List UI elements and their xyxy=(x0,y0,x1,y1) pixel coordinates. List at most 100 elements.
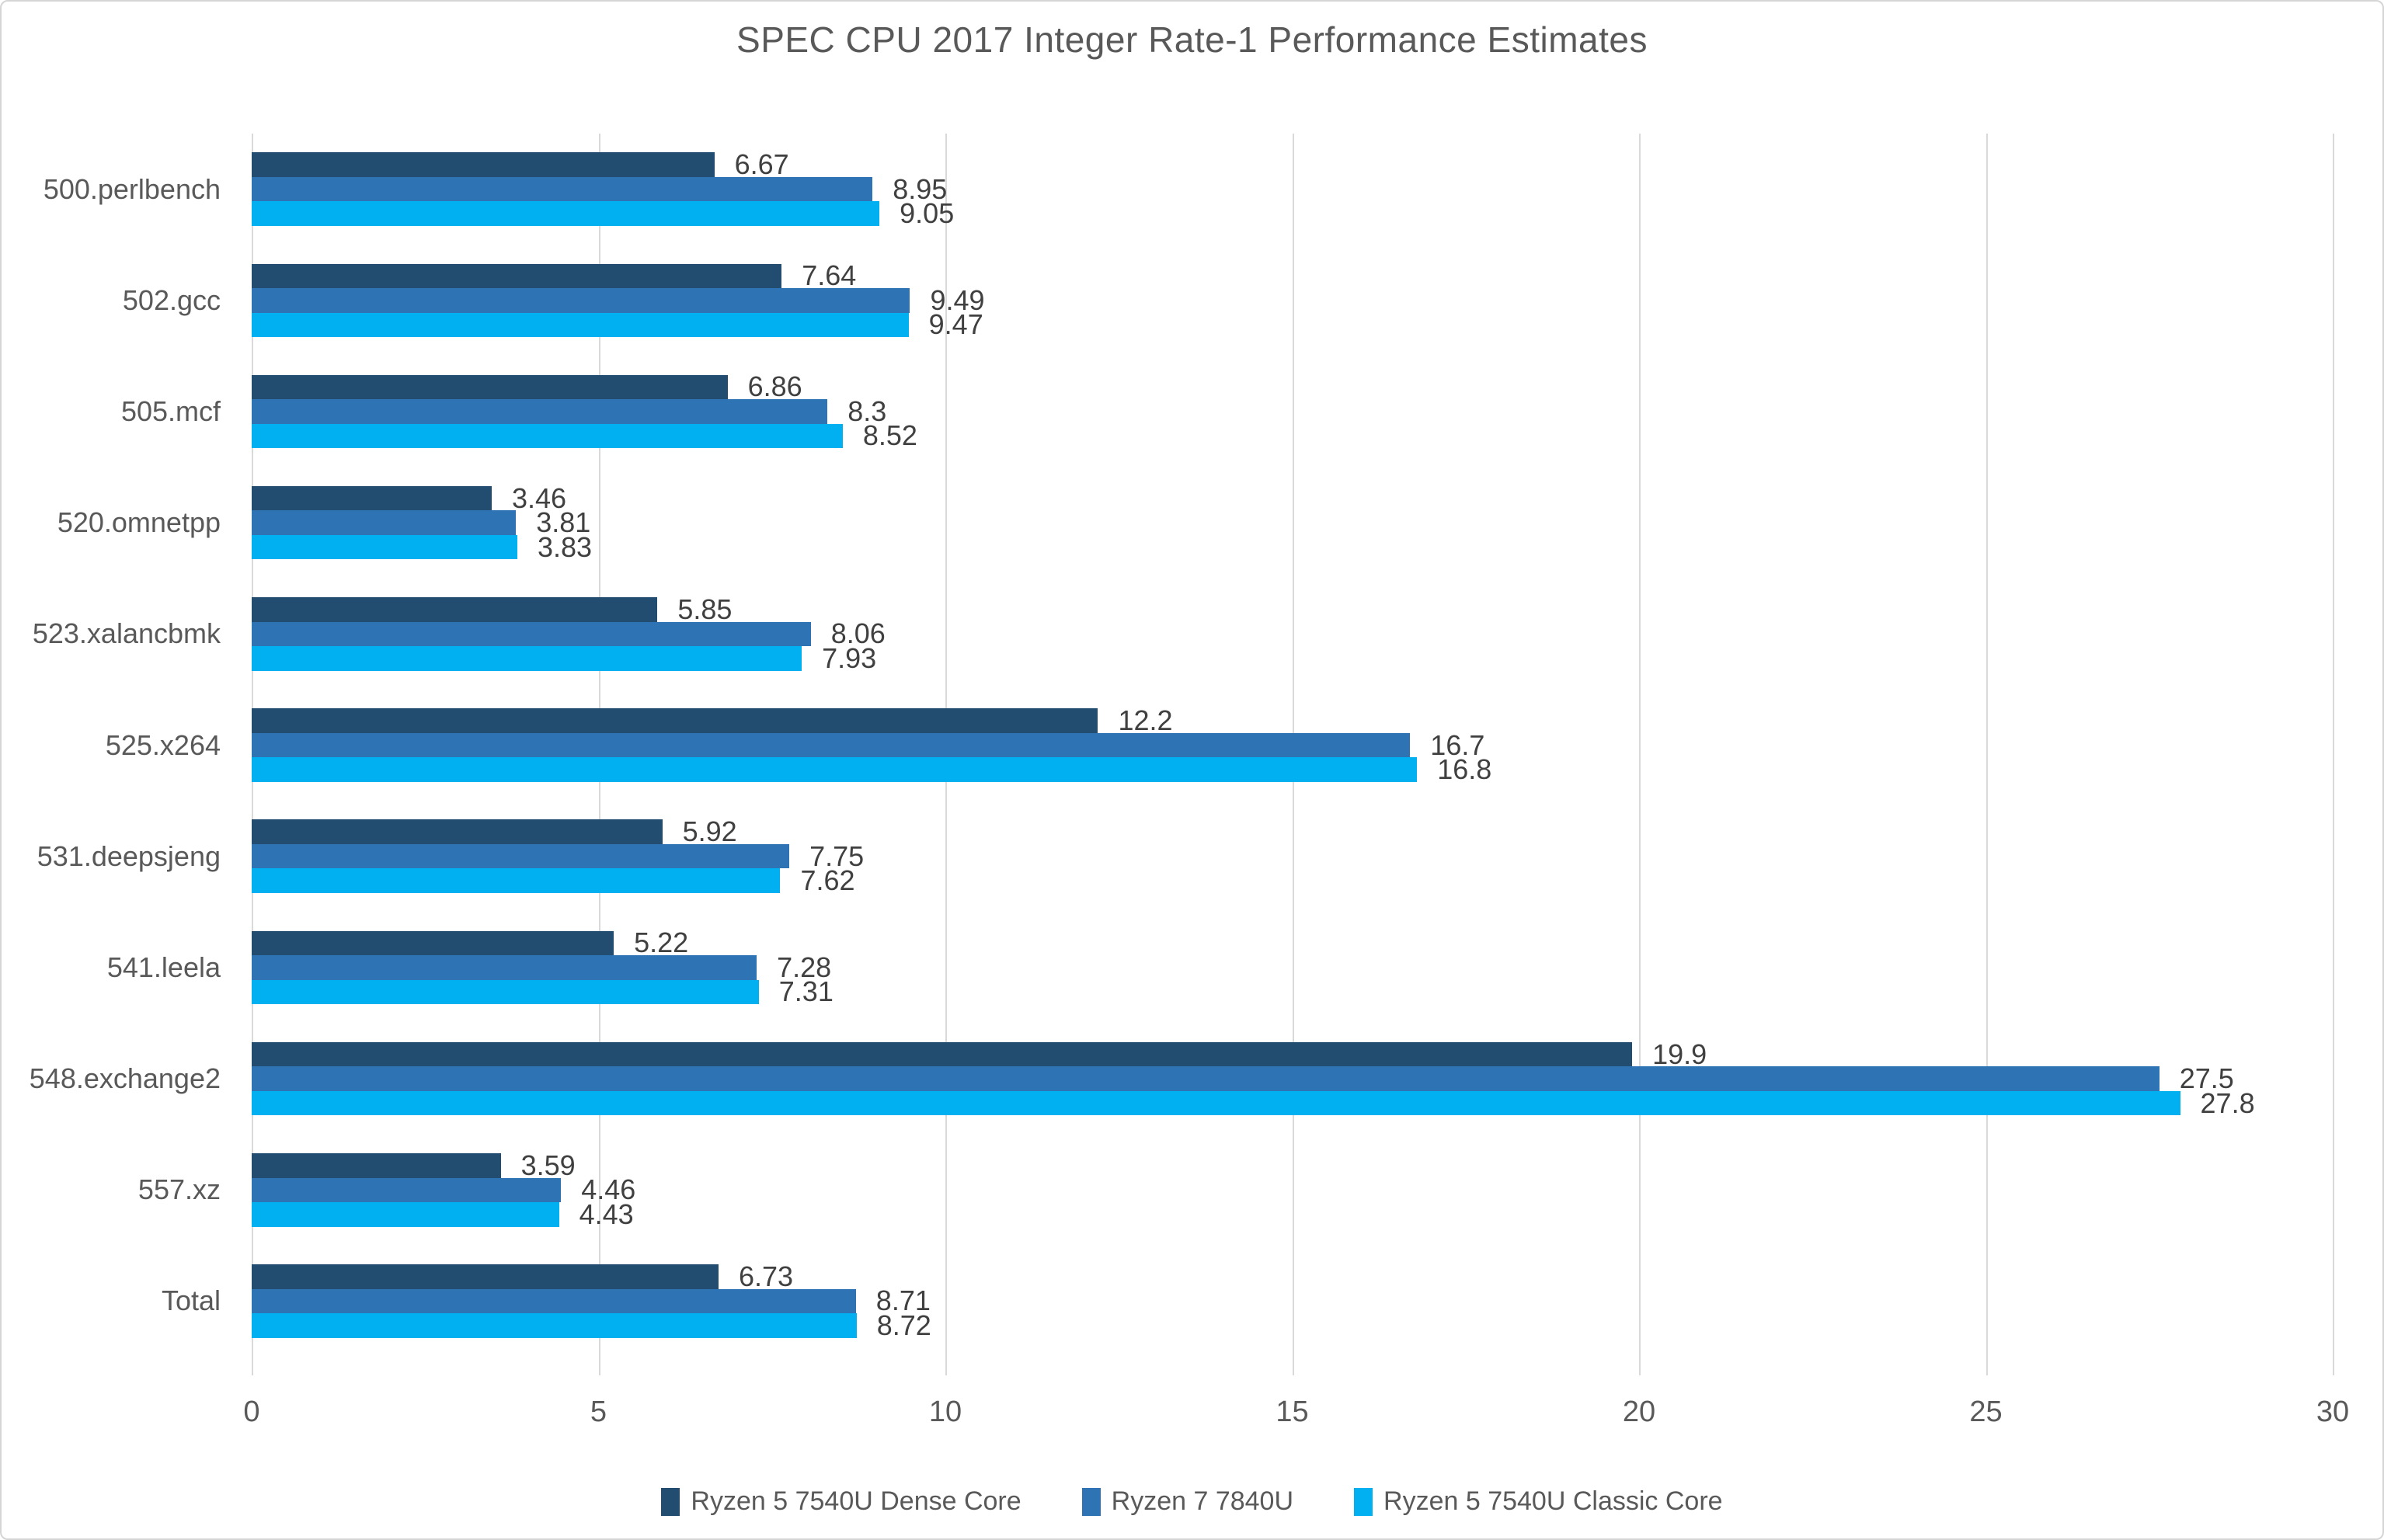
x-tick-label: 10 xyxy=(928,1396,962,1428)
category-row: 502.gcc 7.64 9.49 9.47 xyxy=(123,245,2333,356)
x-tick-label: 20 xyxy=(1622,1396,1656,1428)
bar-line: 4.46 xyxy=(252,1173,2333,1205)
data-label: 7.31 xyxy=(778,975,834,1008)
bar xyxy=(252,423,843,449)
data-label: 8.72 xyxy=(876,1309,931,1341)
legend-item: Ryzen 5 7540U Classic Core xyxy=(1354,1486,1723,1517)
data-label: 7.64 xyxy=(802,259,857,292)
bar-line: 12.2 xyxy=(252,704,2333,736)
bar xyxy=(252,646,802,671)
bar xyxy=(252,1288,856,1314)
data-label: 6.67 xyxy=(734,148,789,181)
legend-marker-icon xyxy=(1354,1487,1373,1516)
bar-line: 19.9 xyxy=(252,1038,2333,1070)
bar xyxy=(252,263,782,289)
data-label: 3.59 xyxy=(520,1149,576,1181)
bar-line: 8.3 xyxy=(252,395,2333,427)
category-label: 531.deepsjeng xyxy=(37,840,221,872)
bar xyxy=(252,1264,719,1289)
bar xyxy=(252,757,1418,782)
bar xyxy=(252,732,1411,758)
data-label: 8.95 xyxy=(893,172,948,205)
category-label: 541.leela xyxy=(106,951,221,983)
data-label: 5.22 xyxy=(634,926,689,959)
legend: Ryzen 5 7540U Dense Core Ryzen 7 7840U Ryz… xyxy=(2,1486,2382,1517)
bar xyxy=(252,1177,562,1203)
bar-line: 3.59 xyxy=(252,1149,2333,1181)
bar-line: 6.73 xyxy=(252,1260,2333,1292)
data-label: 8.71 xyxy=(875,1284,931,1317)
bar-line: 6.67 xyxy=(252,148,2333,180)
legend-item: Ryzen 7 7840U xyxy=(1081,1486,1293,1517)
bar-line: 7.75 xyxy=(252,840,2333,872)
data-label: 27.8 xyxy=(2200,1086,2255,1119)
bar-line: 8.52 xyxy=(252,419,2333,451)
category-row: 525.x264 12.2 16.7 16.8 xyxy=(106,690,2333,801)
bar-line: 3.83 xyxy=(252,531,2333,563)
x-tick-label: 0 xyxy=(243,1396,260,1428)
bar-line: 3.46 xyxy=(252,482,2333,514)
data-label: 8.3 xyxy=(847,395,887,427)
plot-area: 500.perlbench 6.67 8.95 9.05 502.gcc 7.64 9.49… xyxy=(30,134,2349,1428)
bar xyxy=(252,374,728,400)
x-axis-tick-labels: 0 5 10 15 20 25 30 xyxy=(243,1396,2349,1442)
category-label: 500.perlbench xyxy=(43,172,221,205)
gridline xyxy=(2333,134,2334,1375)
category-label: Total xyxy=(161,1284,221,1317)
bar-line: 16.8 xyxy=(252,753,2333,785)
x-tick-label: 30 xyxy=(2316,1396,2350,1428)
category-row: 520.omnetpp 3.46 3.81 3.83 xyxy=(57,468,2333,579)
data-label: 7.28 xyxy=(777,951,832,983)
bar-line: 7.62 xyxy=(252,864,2333,896)
bar-line: 8.71 xyxy=(252,1284,2333,1316)
bar xyxy=(252,621,811,647)
bar xyxy=(252,485,492,511)
bar xyxy=(252,1153,501,1178)
bar xyxy=(252,979,759,1005)
bar xyxy=(252,201,880,226)
data-label: 7.93 xyxy=(822,641,877,674)
bar-line: 9.47 xyxy=(252,308,2333,340)
bar-line: 27.5 xyxy=(252,1062,2333,1094)
data-label: 12.2 xyxy=(1118,704,1173,737)
bar-line: 9.05 xyxy=(252,197,2333,229)
bar xyxy=(252,868,781,893)
bar xyxy=(252,312,909,338)
bar-line: 27.8 xyxy=(252,1087,2333,1119)
legend-marker-icon xyxy=(1081,1487,1101,1516)
data-label: 3.46 xyxy=(511,481,567,514)
bar xyxy=(252,1090,2180,1116)
data-label: 5.92 xyxy=(682,815,737,848)
bar xyxy=(252,1066,2160,1091)
category-row: 548.exchange2 19.9 27.5 27.8 xyxy=(30,1024,2333,1135)
bar-rows: 500.perlbench 6.67 8.95 9.05 502.gcc 7.64 9.49… xyxy=(30,134,2333,1357)
category-label: 548.exchange2 xyxy=(29,1062,221,1095)
bar-line: 8.72 xyxy=(252,1309,2333,1341)
bar xyxy=(252,843,790,869)
data-label: 3.83 xyxy=(538,530,593,563)
bar xyxy=(252,152,715,177)
bar-line: 7.28 xyxy=(252,951,2333,983)
legend-item: Ryzen 5 7540U Dense Core xyxy=(661,1486,1021,1517)
bar xyxy=(252,955,757,980)
bar-line: 9.49 xyxy=(252,284,2333,316)
chart-title: SPEC CPU 2017 Integer Rate-1 Performance… xyxy=(736,19,1648,60)
bar xyxy=(252,510,517,535)
bar-line: 7.64 xyxy=(252,259,2333,291)
category-row: 531.deepsjeng 5.92 7.75 7.62 xyxy=(37,801,2333,912)
category-row: 523.xalancbmk 5.85 8.06 7.93 xyxy=(33,579,2333,690)
bar xyxy=(252,930,614,956)
category-row: 500.perlbench 6.67 8.95 9.05 xyxy=(44,134,2333,245)
data-label: 3.81 xyxy=(536,506,591,539)
bar-line: 8.06 xyxy=(252,617,2333,649)
bar xyxy=(252,1202,559,1227)
category-label: 502.gcc xyxy=(122,283,221,316)
category-label: 557.xz xyxy=(137,1173,221,1206)
category-row: 505.mcf 6.86 8.3 8.52 xyxy=(121,356,2333,467)
bar xyxy=(252,708,1098,733)
category-row: Total 6.73 8.71 8.72 xyxy=(162,1246,2333,1357)
bar xyxy=(252,534,518,560)
x-tick-label: 15 xyxy=(1276,1396,1309,1428)
category-label: 525.x264 xyxy=(105,728,221,761)
